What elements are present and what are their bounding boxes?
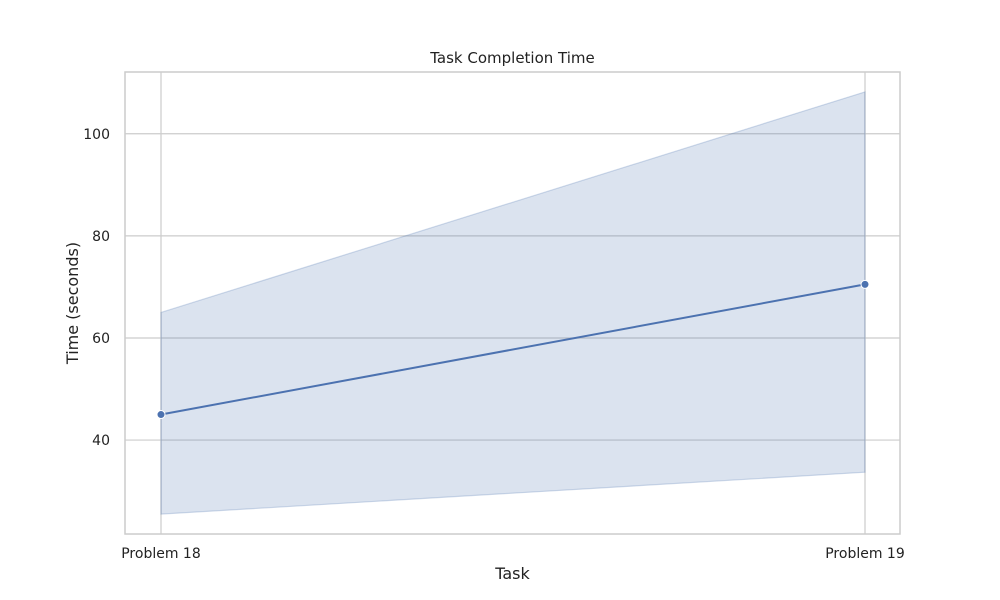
plot-frame: [124, 71, 901, 535]
chart-title: Task Completion Time: [429, 49, 595, 67]
grid-layer: [125, 72, 900, 534]
confidence-band: [160, 91, 866, 515]
y-tick-label-4: 100: [83, 127, 110, 143]
y-tick-label-1: 40: [92, 433, 110, 449]
x-axis-label: Task: [494, 564, 530, 583]
marker-layer: [156, 279, 870, 420]
x-tick-label-1: Problem 18: [121, 546, 201, 562]
x-tick-label-2: Problem 19: [825, 546, 905, 562]
confidence-band-layer: [160, 91, 866, 515]
y-tick-label-2: 60: [92, 331, 110, 347]
data-point-2: [860, 279, 870, 289]
y-tick-label-3: 80: [92, 229, 110, 245]
y-axis-label: Time (seconds): [63, 242, 82, 365]
series-line: [160, 283, 866, 416]
data-point-1: [156, 410, 166, 420]
tick-layer: Problem 18 Problem 19 40 60 80 100: [83, 127, 904, 562]
series-layer: [160, 283, 866, 416]
